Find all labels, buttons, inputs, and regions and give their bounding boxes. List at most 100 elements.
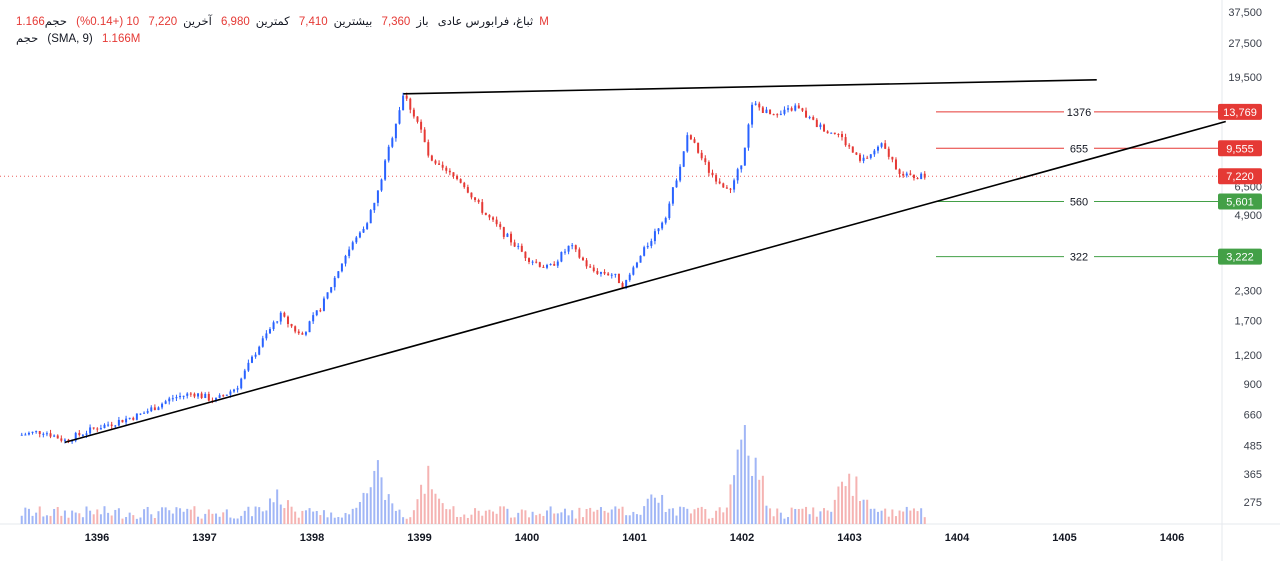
- volume-bar: [887, 516, 890, 524]
- volume-bar: [333, 517, 336, 524]
- candle-body: [740, 165, 743, 170]
- volume-bar: [841, 481, 844, 524]
- trendline-upper: [403, 78, 1097, 95]
- price-tick-label: 19,500: [1228, 72, 1262, 84]
- volume-bar: [369, 487, 372, 524]
- candle-body: [563, 251, 566, 253]
- volume-bar: [499, 506, 502, 524]
- candle-body: [585, 260, 588, 267]
- legend-row-ohlc: ثباغ، فرابورس عادی باز 7,360 بیشترین 7,410…: [16, 14, 555, 31]
- candle-body: [502, 227, 505, 237]
- legend-high-label: بیشترین: [333, 16, 373, 28]
- level-label: 322: [1070, 252, 1088, 264]
- volume-bar: [894, 516, 897, 524]
- candle-body: [96, 428, 99, 430]
- volume-bar: [441, 503, 444, 524]
- volume-bar: [765, 505, 768, 524]
- volume-bar: [492, 511, 495, 524]
- volume-bar: [380, 477, 383, 524]
- candle-body: [99, 428, 102, 430]
- volume-bar: [758, 479, 761, 524]
- volume-bar: [528, 517, 531, 524]
- legend-row-volume: حجم (SMA, 9) 1.166M: [16, 31, 555, 48]
- candle-body: [477, 200, 480, 203]
- candle-body: [722, 183, 725, 188]
- volume-bar: [617, 508, 620, 524]
- candle-body: [153, 407, 156, 411]
- candle-body: [772, 114, 775, 116]
- volume-bar: [283, 508, 286, 524]
- candle-body: [117, 419, 120, 426]
- volume-bar: [71, 510, 74, 524]
- price-tick-label: 1,700: [1234, 315, 1262, 327]
- volume-bar: [261, 511, 264, 524]
- volume-bar: [837, 486, 840, 524]
- candle-body: [556, 261, 559, 266]
- candle-body: [358, 232, 361, 238]
- volume-bar: [790, 507, 793, 524]
- volume-bar: [801, 508, 804, 524]
- price-tick-label: 4,900: [1234, 210, 1262, 222]
- candle-body: [146, 411, 149, 413]
- candle-body: [474, 197, 477, 201]
- price-badge: [1218, 103, 1262, 120]
- volume-bar: [107, 512, 110, 524]
- candle-body: [420, 121, 423, 130]
- volume-bar: [664, 512, 667, 524]
- candle-body: [517, 245, 520, 247]
- candle-body: [362, 228, 365, 233]
- candle-body: [643, 247, 646, 256]
- time-axis[interactable]: 1396 1397 1398 1399 1400 1401 1402 1403 1404 1405…: [85, 532, 1184, 544]
- price-badge-label: 13,769: [1223, 107, 1257, 119]
- candle-body: [380, 179, 383, 191]
- volume-bar: [247, 506, 250, 524]
- candle-body: [783, 109, 786, 114]
- candle-body: [880, 143, 883, 147]
- candle-body: [276, 321, 279, 323]
- candle-body: [197, 393, 200, 397]
- candle-body: [765, 109, 768, 113]
- volume-bar: [35, 512, 38, 524]
- price-axis[interactable]: 37,500 27,500 19,500 6,500 4,900 2,300 1,700 1,…: [1218, 7, 1262, 509]
- time-tick-label: 1398: [300, 532, 324, 544]
- candle-body: [592, 267, 595, 272]
- price-tick-label: 485: [1244, 440, 1262, 452]
- candle-body: [441, 164, 444, 168]
- volume-bar: [459, 516, 462, 524]
- candle-body: [650, 241, 653, 246]
- candle-body: [610, 274, 613, 276]
- volume-bar: [520, 509, 523, 524]
- volume-bar: [265, 510, 268, 524]
- candle-body: [121, 419, 124, 423]
- legend-low-label: کمترین: [255, 16, 290, 28]
- volume-bar: [848, 473, 851, 524]
- legend-symbol: ثباغ، فرابورس عادی: [437, 16, 534, 28]
- candle-body: [761, 107, 764, 113]
- volume-bar: [254, 506, 257, 524]
- volume-bar: [117, 508, 120, 524]
- candle-body: [549, 264, 552, 266]
- price-badge-label: 7,220: [1226, 171, 1254, 183]
- volume-bar: [808, 514, 811, 524]
- candle-body: [826, 131, 829, 134]
- volume-bar: [632, 511, 635, 524]
- candle-body: [405, 95, 408, 99]
- volume-bar: [78, 513, 81, 524]
- volume-bar: [157, 511, 160, 524]
- trendlines[interactable]: [64, 78, 1226, 444]
- candle-body: [366, 223, 369, 229]
- volume-bar: [923, 517, 926, 524]
- volume-bar: [733, 475, 736, 524]
- price-badge: [1218, 248, 1262, 265]
- candlesticks: [20, 92, 926, 444]
- volume-bar: [481, 515, 484, 524]
- candle-body: [553, 264, 556, 266]
- candle-body: [484, 212, 487, 215]
- candle-body: [35, 431, 38, 433]
- volume-bar: [308, 508, 311, 524]
- candle-body: [247, 362, 250, 371]
- volume-bar: [272, 502, 275, 524]
- volume-bar: [776, 508, 779, 524]
- candle-body: [103, 424, 106, 429]
